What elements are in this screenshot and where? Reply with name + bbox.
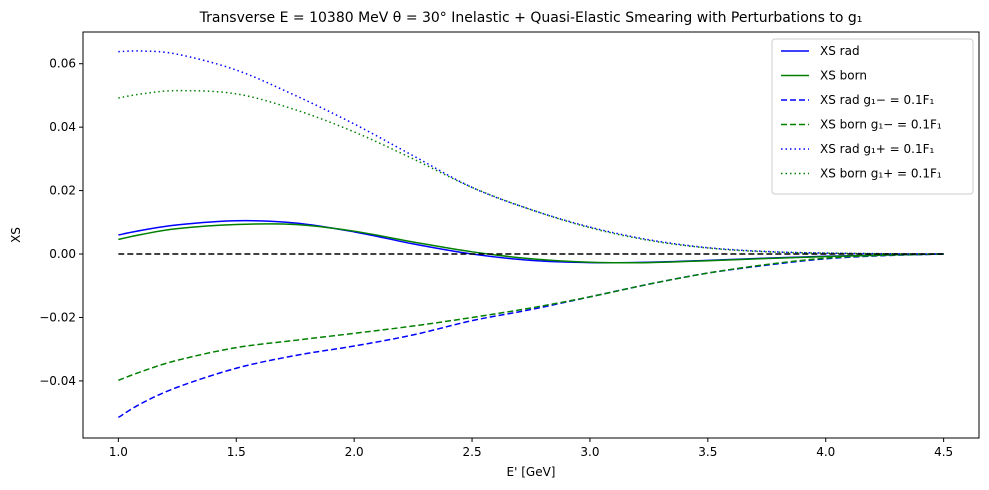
y-axis-label: XS bbox=[9, 227, 23, 243]
series-line-5 bbox=[118, 89, 944, 255]
series-line-2 bbox=[117, 253, 944, 419]
y-tick-label: 0.02 bbox=[49, 184, 76, 198]
legend-label: XS born bbox=[820, 69, 867, 83]
y-tick-label: 0.06 bbox=[49, 57, 76, 71]
y-tick-label: 0.00 bbox=[49, 247, 76, 261]
series-line-4 bbox=[118, 50, 944, 255]
legend-label: XS born g₁+ = 0.1F₁ bbox=[820, 167, 942, 181]
x-tick-label: 4.5 bbox=[934, 445, 953, 459]
legend-label: XS rad g₁+ = 0.1F₁ bbox=[820, 142, 935, 156]
legend-label: XS rad bbox=[820, 44, 860, 58]
legend-label: XS rad g₁− = 0.1F₁ bbox=[820, 93, 935, 107]
series-layer bbox=[117, 50, 944, 419]
legend: XS rad XS born XS rad g₁− = 0.1F₁ XS born g… bbox=[771, 38, 974, 195]
x-tick-label: 2.5 bbox=[463, 445, 482, 459]
y-tick-label: −0.04 bbox=[39, 374, 76, 388]
x-tick-label: 3.5 bbox=[698, 445, 717, 459]
x-axis-label: E' [GeV] bbox=[507, 465, 556, 479]
plot-frame bbox=[82, 31, 980, 439]
y-tick-label: −0.02 bbox=[39, 310, 76, 324]
series-line-3 bbox=[118, 253, 944, 381]
x-tick-label: 1.5 bbox=[227, 445, 246, 459]
series-line-1 bbox=[118, 223, 944, 264]
x-tick-label: 3.0 bbox=[580, 445, 599, 459]
x-tick-label: 2.0 bbox=[345, 445, 364, 459]
chart-title: Transverse E = 10380 MeV θ = 30° Inelast… bbox=[199, 10, 863, 26]
ticks-layer: 1.0 1.5 2.0 2.5 3.0 3.5 4.0 4.5 −0.04 −0.02 0.00 0.… bbox=[39, 57, 953, 459]
x-tick-label: 1.0 bbox=[109, 445, 128, 459]
legend-box bbox=[771, 38, 974, 195]
y-tick-label: 0.04 bbox=[49, 120, 76, 134]
legend-label: XS born g₁− = 0.1F₁ bbox=[820, 118, 942, 132]
x-tick-label: 4.0 bbox=[816, 445, 835, 459]
